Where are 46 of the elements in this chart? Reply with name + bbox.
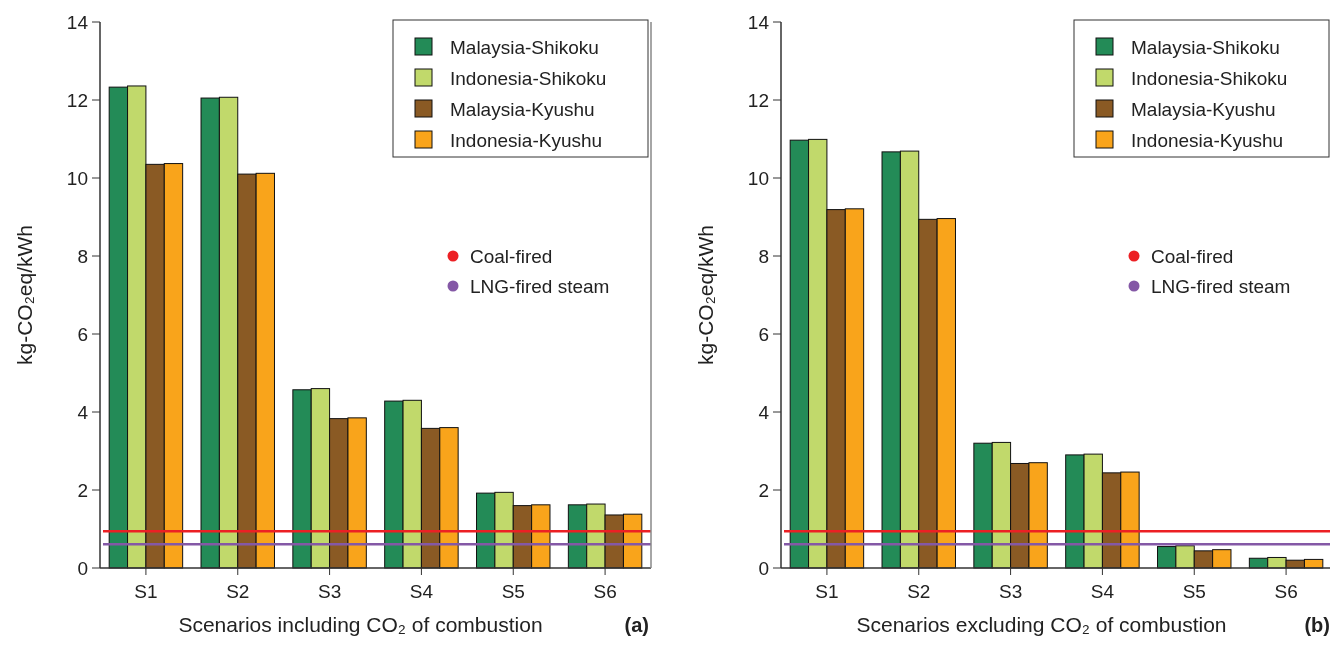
legend-label: Malaysia-Shikoku [1131,36,1280,58]
x-tick-label: S4 [1090,581,1115,602]
x-tick-label: S6 [1274,581,1298,602]
legend-label: Malaysia-Kyushu [1131,98,1276,120]
y-tick-label: 4 [77,401,89,423]
legend-label: LNG-fired steam [470,275,610,297]
legend-label: Coal-fired [470,245,553,267]
text: (b) [1304,614,1330,636]
legend-label: Indonesia-Shikoku [1131,67,1288,89]
y-tick-label: 6 [77,323,88,345]
x-tick-label: S4 [409,581,434,602]
x-tick-label: S2 [907,581,931,602]
y-tick-label: 2 [758,479,769,501]
legend-label: Indonesia-Kyushu [450,129,603,151]
y-tick-label: 8 [758,245,769,267]
x-tick-label: S5 [1182,581,1206,602]
y-tick-label: 10 [747,167,769,189]
y-tick-label: 0 [758,557,769,579]
y-axis-title: kg-CO₂eq/kWh [694,224,717,366]
text: (a) [624,614,649,636]
y-tick-label: 6 [758,323,769,345]
x-tick-label: S2 [226,581,250,602]
y-tick-label: 14 [747,11,770,33]
x-axis-title: Scenarios including CO₂ of combustion [178,613,543,636]
x-tick-label: S3 [998,581,1023,602]
x-tick-label: S1 [134,581,158,602]
y-tick-label: 2 [77,479,88,501]
legend-label: Indonesia-Shikoku [450,67,607,89]
y-tick-label: 14 [66,11,89,33]
legend-label: LNG-fired steam [1151,275,1291,297]
x-tick-label: S6 [593,581,617,602]
y-tick-label: 12 [747,89,769,111]
legend-label: Indonesia-Kyushu [1131,129,1284,151]
y-tick-label: 10 [66,167,88,189]
legend-label: Malaysia-Shikoku [450,36,599,58]
legend-label: Malaysia-Kyushu [450,98,595,120]
x-tick-label: S5 [501,581,525,602]
y-tick-label: 12 [66,89,88,111]
y-tick-label: 8 [77,245,88,267]
x-axis-title: Scenarios excluding CO₂ of combustion [856,613,1227,636]
y-tick-label: 4 [758,401,770,423]
legend-label: Coal-fired [1151,245,1234,267]
x-tick-label: S3 [317,581,342,602]
y-axis-title: kg-CO₂eq/kWh [13,224,36,366]
x-tick-label: S1 [815,581,839,602]
y-tick-label: 0 [77,557,88,579]
